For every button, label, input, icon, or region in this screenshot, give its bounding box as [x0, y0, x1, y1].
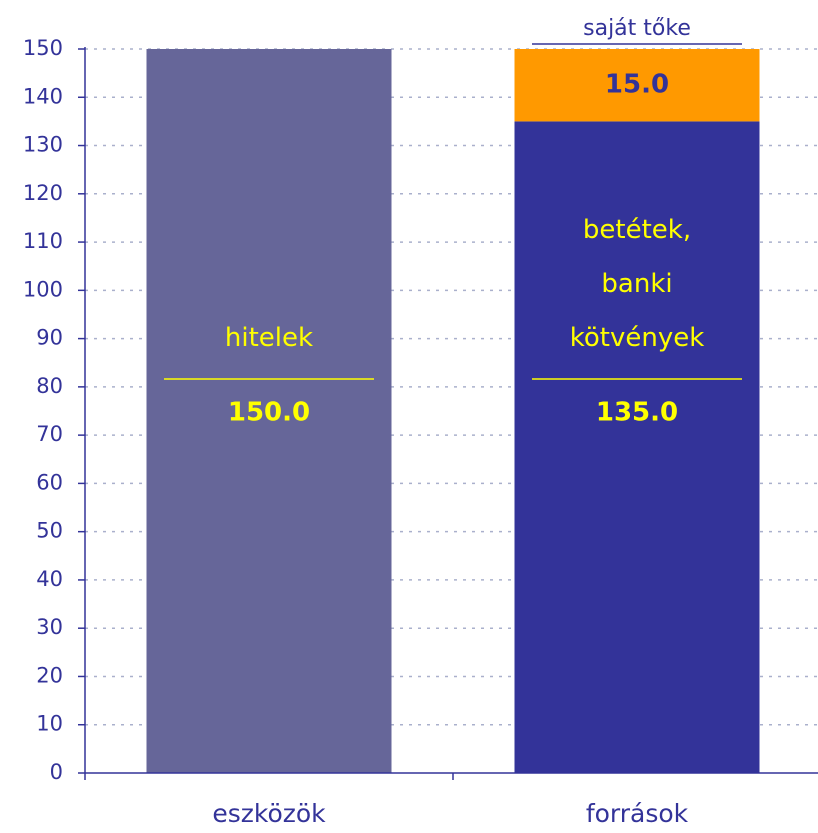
- segment-name: saját tőke: [583, 16, 691, 41]
- segment-name: betétek, banki kötvények: [569, 215, 705, 353]
- value-label: 150.0: [228, 398, 310, 428]
- y-tick-label: 90: [36, 326, 63, 350]
- y-tick-label: 80: [36, 374, 63, 398]
- x-tick-label: források: [586, 799, 689, 828]
- y-tick-label: 120: [23, 181, 63, 205]
- y-tick-label: 40: [36, 567, 63, 591]
- y-tick-label: 70: [36, 422, 63, 446]
- bar-segment: [514, 121, 760, 773]
- y-tick-label: 60: [36, 470, 63, 494]
- x-tick-label: eszközök: [212, 799, 326, 828]
- y-tick-label: 130: [23, 133, 63, 157]
- y-tick-label: 140: [23, 84, 63, 108]
- y-tick-label: 100: [23, 277, 63, 301]
- value-label: 15.0: [605, 70, 669, 100]
- bar-segment: [146, 49, 392, 773]
- value-label: 135.0: [596, 398, 678, 428]
- y-tick-label: 30: [36, 615, 63, 639]
- y-tick-label: 20: [36, 663, 63, 687]
- bar-segment: [514, 49, 760, 122]
- segment-name: hitelek: [224, 323, 314, 353]
- y-tick-label: 0: [50, 760, 63, 784]
- y-tick-label: 150: [23, 36, 63, 60]
- y-tick-label: 10: [36, 712, 63, 736]
- y-tick-label: 50: [36, 519, 63, 543]
- y-tick-label: 110: [23, 229, 63, 253]
